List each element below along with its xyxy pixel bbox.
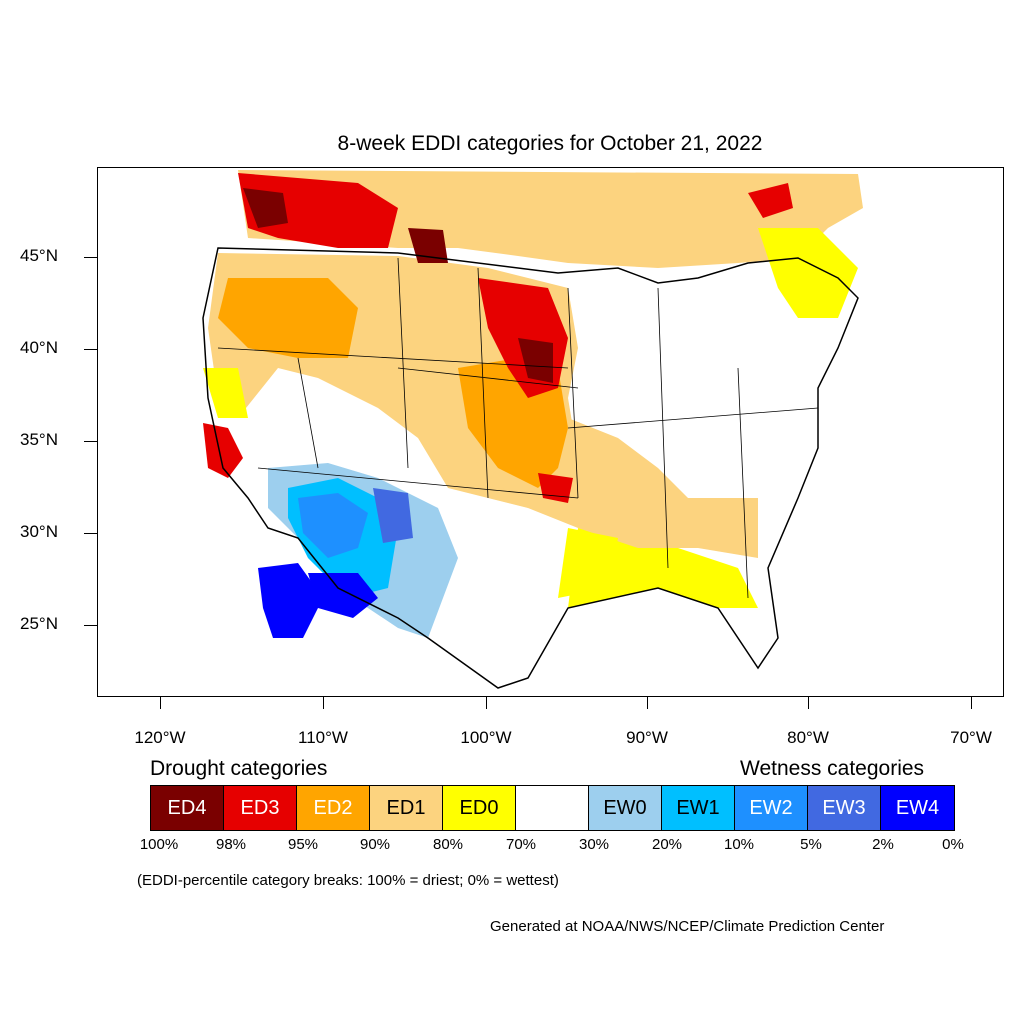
x-tick [486, 697, 487, 709]
y-tick [84, 625, 97, 626]
percent-break: 80% [432, 836, 464, 853]
baja-ew4-region [258, 563, 323, 638]
wetness-heading: Wetness categories [740, 757, 925, 780]
drought-heading: Drought categories [150, 757, 328, 780]
percent-break: 95% [287, 836, 319, 853]
legend-color-bar: ED4 ED3 ED2 ED1 ED0 EW0 EW1 EW2 EW3 EW4 [150, 785, 955, 831]
arizona-ew2-region [298, 493, 368, 558]
eddi-map [97, 167, 1004, 697]
legend-box-ew2: EW2 [735, 786, 808, 830]
new-mexico-ew3-region [373, 488, 413, 543]
legend-box-ed0: ED0 [443, 786, 516, 830]
x-label-90w: 90°W [626, 728, 668, 747]
y-label-45n: 45°N [20, 246, 58, 265]
x-tick [971, 697, 972, 709]
gulf-ed0-region [558, 528, 618, 598]
x-label-100w: 100°W [460, 728, 512, 747]
y-label-30n: 30°N [20, 522, 58, 541]
new-england-ed3-region [748, 183, 793, 218]
kansas-ed3-region [538, 473, 573, 503]
y-tick [84, 441, 97, 442]
y-tick [84, 349, 97, 350]
percent-break: 90% [359, 836, 391, 853]
legend-box-ed3: ED3 [224, 786, 297, 830]
x-tick [808, 697, 809, 709]
pacific-nw-ed3-region [238, 173, 398, 248]
state-lines [217, 257, 819, 599]
percent-break: 5% [800, 836, 822, 853]
idaho-ed4-region [243, 188, 288, 228]
percent-break: 0% [942, 836, 964, 853]
legend-box-ed1: ED1 [370, 786, 443, 830]
legend-box-ew3: EW3 [808, 786, 881, 830]
legend-box-neutral [516, 786, 589, 830]
category-note: (EDDI-percentile category breaks: 100% =… [137, 872, 559, 889]
west-coast-ed0-region [203, 368, 248, 418]
x-label-80w: 80°W [787, 728, 829, 747]
montana-ed4-region [408, 228, 448, 263]
northwest-ed2-region [218, 278, 358, 358]
x-label-110w: 110°W [298, 728, 348, 747]
california-ed3-region [203, 423, 243, 478]
x-label-120w: 120°W [134, 728, 186, 747]
map-title: 8-week EDDI categories for October 21, 2… [337, 132, 763, 155]
percent-break: 30% [578, 836, 610, 853]
us-outline [202, 247, 859, 689]
y-label-40n: 40°N [20, 338, 58, 357]
legend-box-ed4: ED4 [151, 786, 224, 830]
legend-box-ed2: ED2 [297, 786, 370, 830]
canada-band-region [238, 170, 863, 268]
x-tick [160, 697, 161, 709]
y-label-25n: 25°N [20, 614, 58, 633]
percent-break: 100% [139, 836, 179, 853]
mexico-ew4-region [308, 573, 378, 618]
percent-break: 98% [215, 836, 247, 853]
map-canvas [202, 170, 863, 689]
y-label-35n: 35°N [20, 430, 58, 449]
x-tick [323, 697, 324, 709]
percent-break: 2% [872, 836, 894, 853]
percent-break: 10% [723, 836, 755, 853]
y-tick [84, 257, 97, 258]
legend-box-ew0: EW0 [589, 786, 662, 830]
legend-box-ew4: EW4 [881, 786, 954, 830]
credit-line: Generated at NOAA/NWS/NCEP/Climate Predi… [490, 918, 885, 935]
dakota-ed4-region [518, 338, 553, 383]
y-tick [84, 533, 97, 534]
northeast-ed0-region [758, 228, 858, 318]
percent-break: 70% [505, 836, 537, 853]
x-label-70w: 70°W [950, 728, 992, 747]
x-tick [647, 697, 648, 709]
percent-break: 20% [651, 836, 683, 853]
legend-box-ew1: EW1 [662, 786, 735, 830]
